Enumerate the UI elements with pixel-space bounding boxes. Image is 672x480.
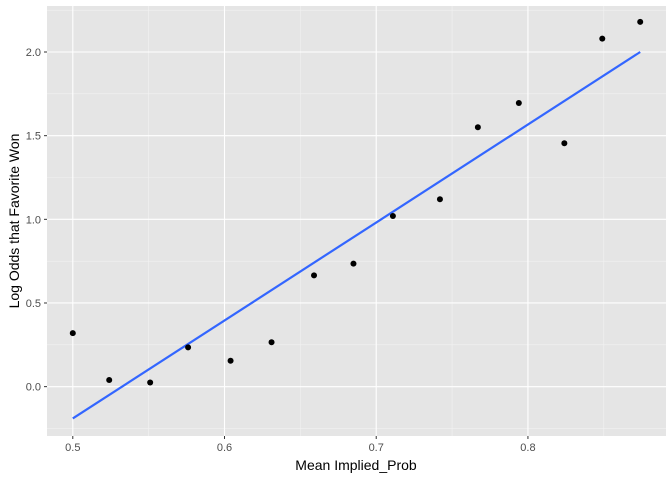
data-point: [311, 272, 318, 279]
y-tick-label: 1.5: [26, 131, 41, 143]
y-axis: 0.0 0.5 1.0 1.5 2.0: [26, 47, 47, 394]
data-point: [185, 344, 192, 351]
y-tick-label: 0.5: [26, 298, 41, 310]
data-point: [637, 18, 644, 25]
y-tick-label: 1.0: [26, 214, 41, 226]
y-tick-label: 0.0: [26, 382, 41, 394]
fit-line-layer: [72, 51, 641, 420]
x-axis-title: Mean Implied_Prob: [295, 457, 417, 473]
minor-gridlines: [47, 6, 666, 436]
major-gridlines: [47, 6, 666, 436]
y-axis-title: Log Odds that Favorite Won: [6, 134, 22, 309]
data-point: [599, 35, 606, 42]
x-tick-label: 0.7: [369, 442, 384, 454]
y-tick-label: 2.0: [26, 47, 41, 59]
data-point: [147, 379, 154, 386]
data-point: [436, 196, 443, 203]
data-point: [389, 212, 396, 219]
data-point: [69, 330, 76, 337]
data-point: [106, 376, 113, 383]
plot-panel: [47, 6, 666, 436]
data-point: [350, 260, 357, 267]
points-layer: [69, 18, 644, 386]
x-tick-label: 0.6: [217, 442, 232, 454]
x-tick-label: 0.8: [520, 442, 535, 454]
data-point: [227, 357, 234, 364]
data-point: [515, 100, 522, 107]
x-tick-label: 0.5: [65, 442, 80, 454]
data-point: [474, 124, 481, 131]
fit-line: [72, 51, 641, 420]
data-point: [561, 140, 568, 147]
x-axis: 0.5 0.6 0.7 0.8: [65, 436, 536, 454]
data-point: [268, 339, 275, 346]
